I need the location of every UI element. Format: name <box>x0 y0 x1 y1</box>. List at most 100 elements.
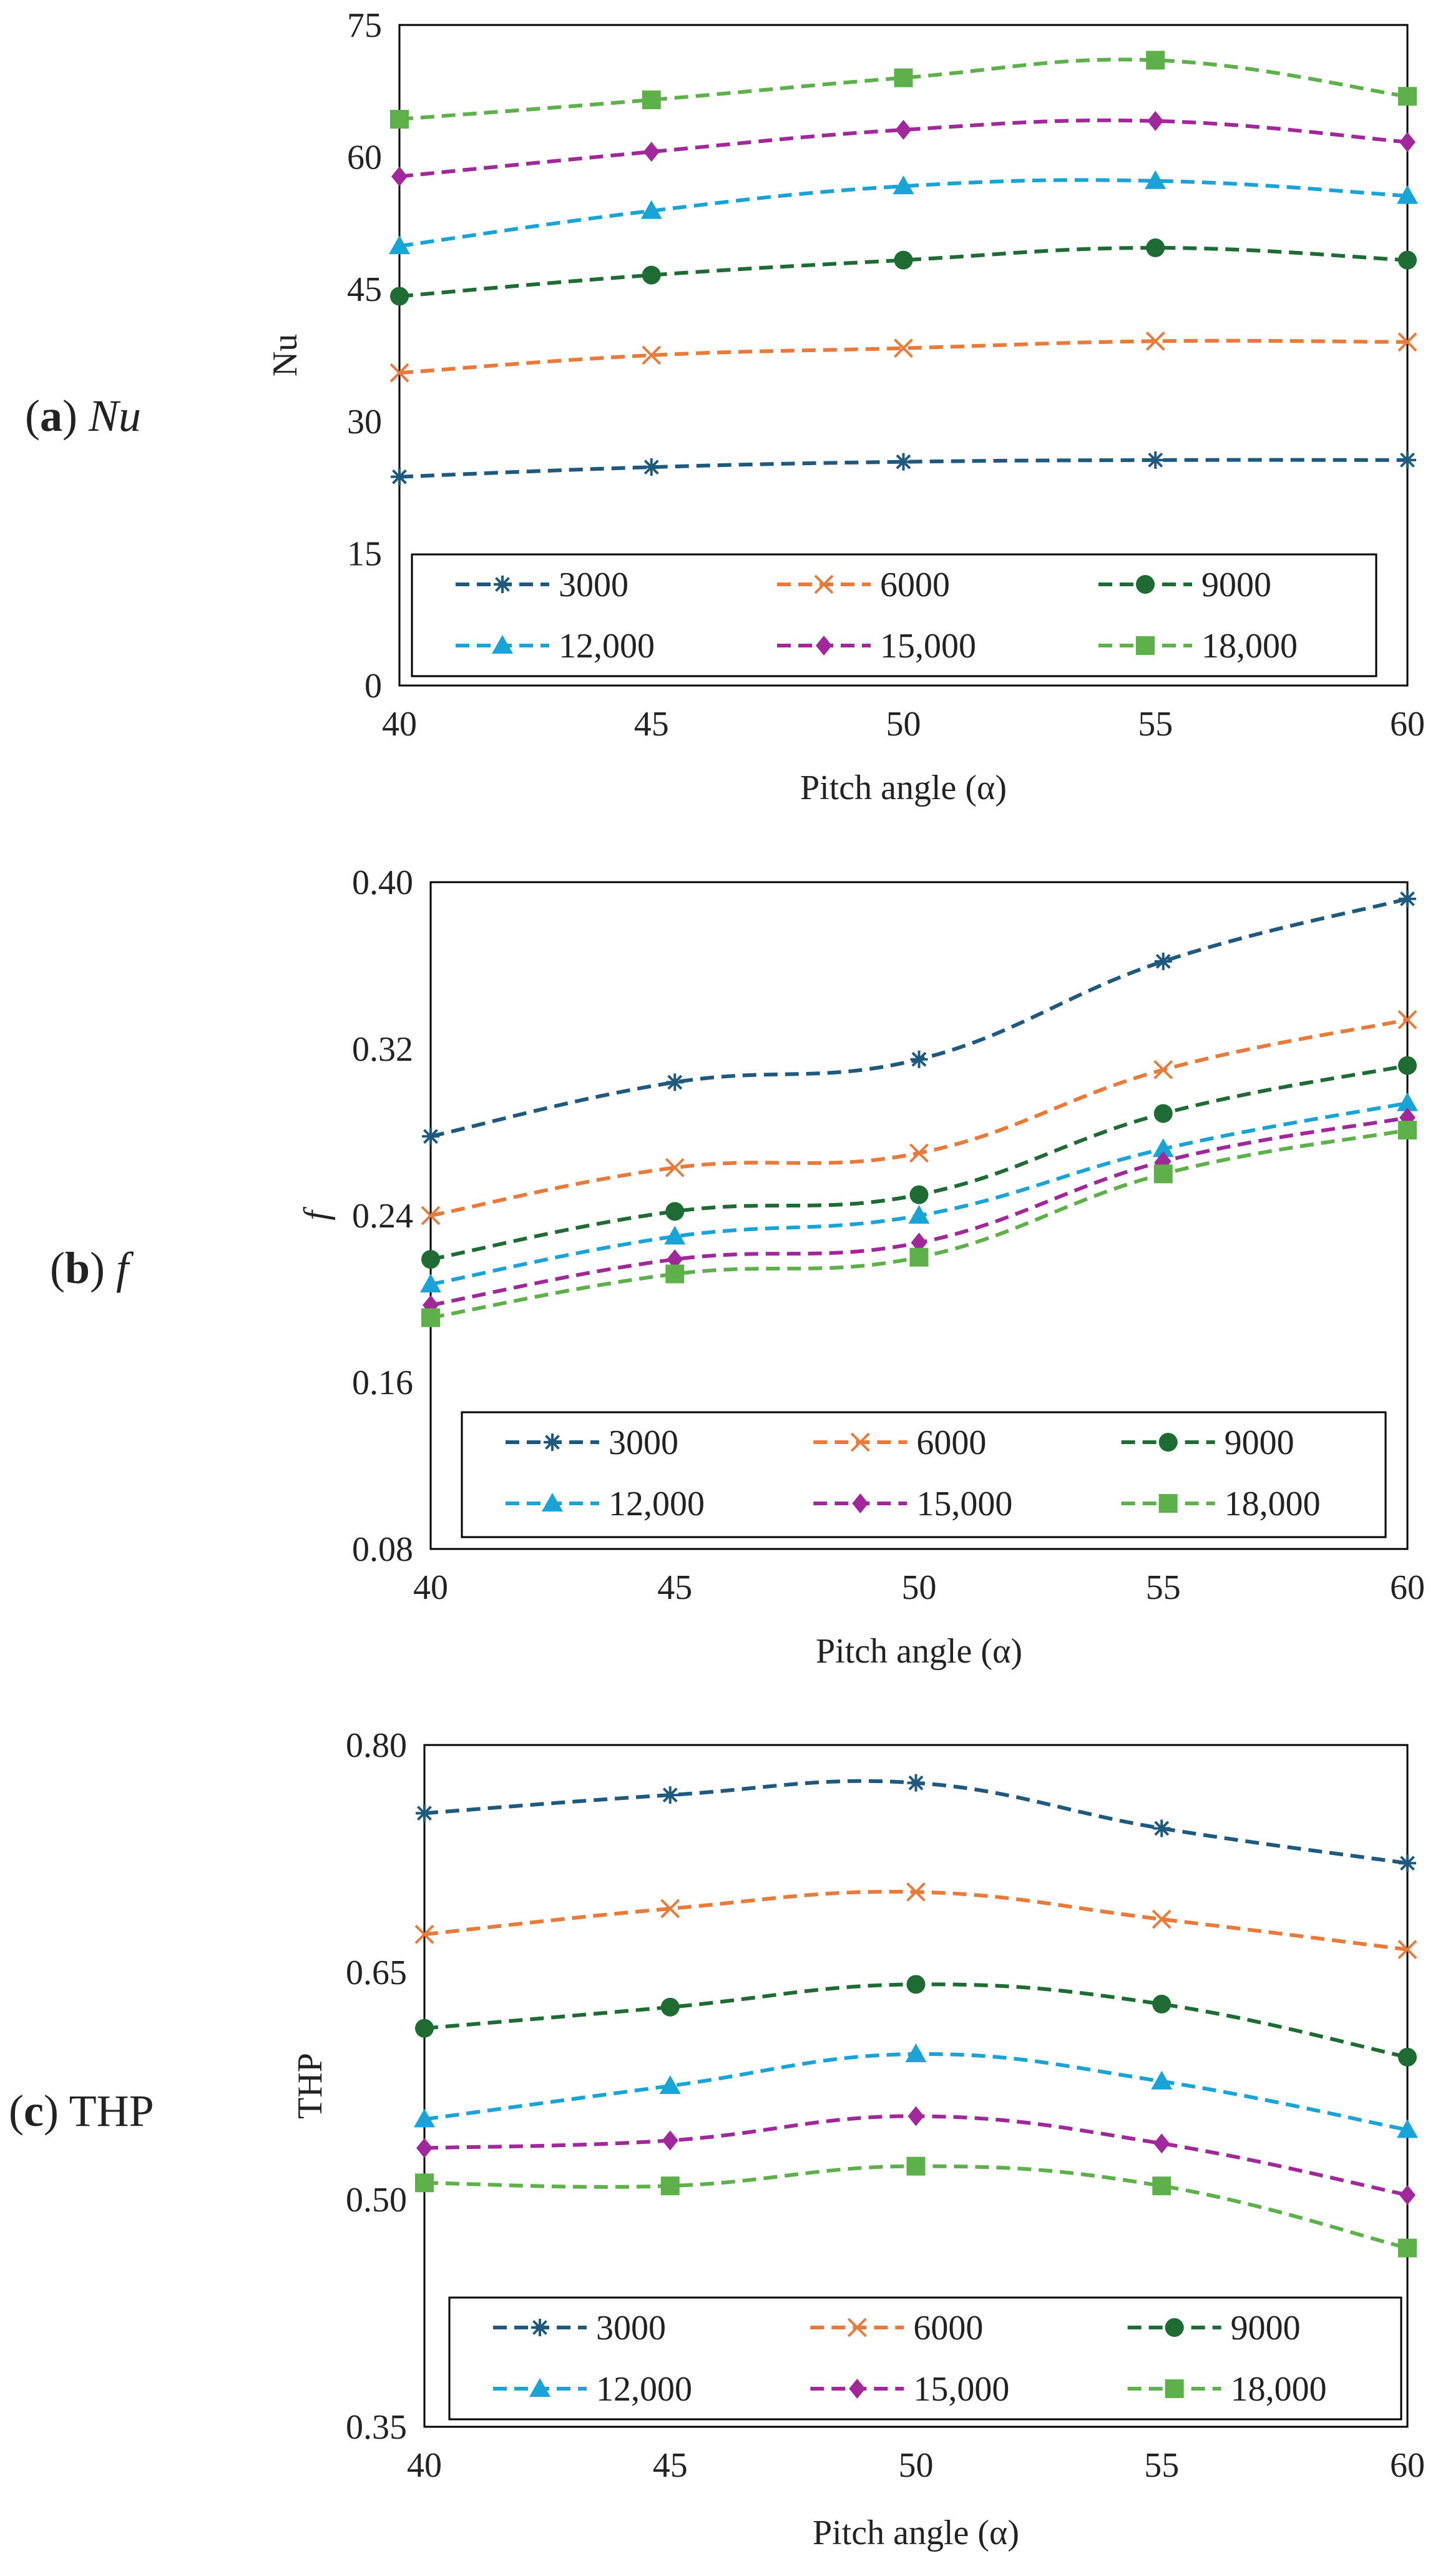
data-point <box>894 68 913 87</box>
series-line <box>430 1063 1408 1262</box>
data-point <box>1397 185 1418 204</box>
x-axis-title: Pitch angle (α) <box>800 769 1007 807</box>
x-tick-label: 50 <box>902 1568 937 1607</box>
legend-label: 3000 <box>559 566 629 604</box>
data-point <box>1145 332 1165 351</box>
y-tick-label: 0.35 <box>346 2408 407 2447</box>
data-point <box>1398 87 1417 106</box>
data-point <box>642 458 660 476</box>
legend-label: 6000 <box>880 566 950 604</box>
x-tick-label: 55 <box>1144 2446 1179 2485</box>
chart-panel-b: (b) f 0.08 0.16 0.24 0.32 0.40 40 45 50 55 60 Pitch… <box>50 863 1425 1671</box>
data-point <box>907 1774 925 1792</box>
legend: 3000 6000 9000 12,000 15,000 18,000 <box>411 553 1377 677</box>
plot-frame <box>398 24 1409 687</box>
legend-entry: 9000 <box>1127 2309 1301 2347</box>
panel-name: Nu <box>88 391 141 441</box>
x-tick-label: 40 <box>407 2446 442 2485</box>
x-tick-label: 45 <box>634 705 669 744</box>
legend-entry: 15,000 <box>810 2370 1009 2409</box>
panel-tag: (b) f <box>50 1243 134 1293</box>
legend-label: 12,000 <box>559 627 655 666</box>
series-12000 <box>414 2043 1418 2138</box>
data-point <box>1153 1819 1171 1837</box>
data-point <box>642 90 661 109</box>
legend-label: 18,000 <box>1201 627 1298 666</box>
series-line <box>399 245 1408 298</box>
x-tick-label: 50 <box>899 2446 934 2485</box>
data-point <box>642 345 662 365</box>
data-point <box>660 2176 680 2196</box>
series-12000 <box>420 1092 1418 1293</box>
legend-entry: 9000 <box>1098 566 1271 604</box>
y-tick-label: 15 <box>347 534 382 573</box>
data-point <box>1147 111 1164 131</box>
y-axis-title: f <box>297 1206 336 1221</box>
panel-tag-close: ) <box>44 2086 69 2136</box>
legend-marker <box>850 1432 870 1452</box>
legend-entry: 18,000 <box>1121 1485 1321 1523</box>
data-point <box>665 1202 685 1221</box>
series-9000 <box>421 1056 1417 1269</box>
panel-tag-open: ( <box>25 391 40 441</box>
legend-entry: 6000 <box>777 566 950 604</box>
series-3000 <box>416 1774 1416 1872</box>
legend-label: 18,000 <box>1225 1485 1321 1523</box>
legend-label: 12,000 <box>609 1485 705 1523</box>
x-tick-label: 40 <box>382 705 417 744</box>
legend-marker <box>494 576 511 593</box>
legend-label: 15,000 <box>916 1485 1012 1523</box>
legend-entry: 3000 <box>493 2309 666 2347</box>
series-3000 <box>391 451 1416 486</box>
data-point <box>1397 332 1417 352</box>
series-6000 <box>414 1882 1417 1960</box>
legend-entry: 6000 <box>813 1423 986 1462</box>
series-line <box>430 1128 1408 1320</box>
series-line <box>424 2114 1408 2197</box>
data-point <box>1398 2047 1417 2067</box>
data-point <box>1146 51 1165 70</box>
data-point <box>390 109 409 129</box>
data-point <box>1147 451 1165 469</box>
panel-label: c <box>24 2086 44 2136</box>
panel-tag-open: ( <box>9 2086 24 2136</box>
data-point <box>416 1804 433 1822</box>
legend-box <box>411 553 1377 677</box>
data-point <box>415 2173 434 2193</box>
x-tick-label: 40 <box>413 1568 448 1607</box>
series-3000 <box>422 890 1416 1146</box>
data-point <box>666 1073 684 1091</box>
legend-label: 3000 <box>609 1423 678 1462</box>
y-tick-label: 75 <box>347 6 382 45</box>
series-line <box>399 57 1408 121</box>
series-18000 <box>390 51 1417 129</box>
legend-label: 9000 <box>1231 2309 1301 2347</box>
data-point <box>894 453 912 471</box>
data-point <box>665 1264 685 1284</box>
legend-marker <box>1165 2318 1184 2337</box>
y-tick-label: 0.08 <box>352 1530 413 1569</box>
x-tick-label: 55 <box>1146 1568 1181 1607</box>
legend-marker <box>544 1433 561 1451</box>
data-point <box>1151 2070 1173 2090</box>
x-tick-label: 60 <box>1390 705 1425 744</box>
legend-entry: 3000 <box>506 1423 678 1462</box>
x-tick-label: 60 <box>1390 2446 1425 2485</box>
x-axis-title: Pitch angle (α) <box>813 2514 1019 2552</box>
data-point <box>1153 1059 1173 1079</box>
legend-entry: 12,000 <box>456 627 655 666</box>
panel-tag-close: ) <box>62 391 89 441</box>
legend-marker <box>529 2378 550 2397</box>
legend-entry: 9000 <box>1121 1423 1294 1462</box>
y-tick-label: 0 <box>364 667 382 705</box>
legend-label: 15,000 <box>880 627 976 666</box>
legend-marker <box>1136 575 1155 594</box>
x-tick-label: 50 <box>886 705 921 744</box>
data-point <box>660 1997 680 2017</box>
data-point <box>1152 1138 1174 1158</box>
x-axis-title: Pitch angle (α) <box>816 1632 1022 1671</box>
data-point <box>661 1786 679 1804</box>
series-line <box>399 178 1408 248</box>
series-line <box>399 458 1408 479</box>
legend-marker <box>542 1493 563 1512</box>
